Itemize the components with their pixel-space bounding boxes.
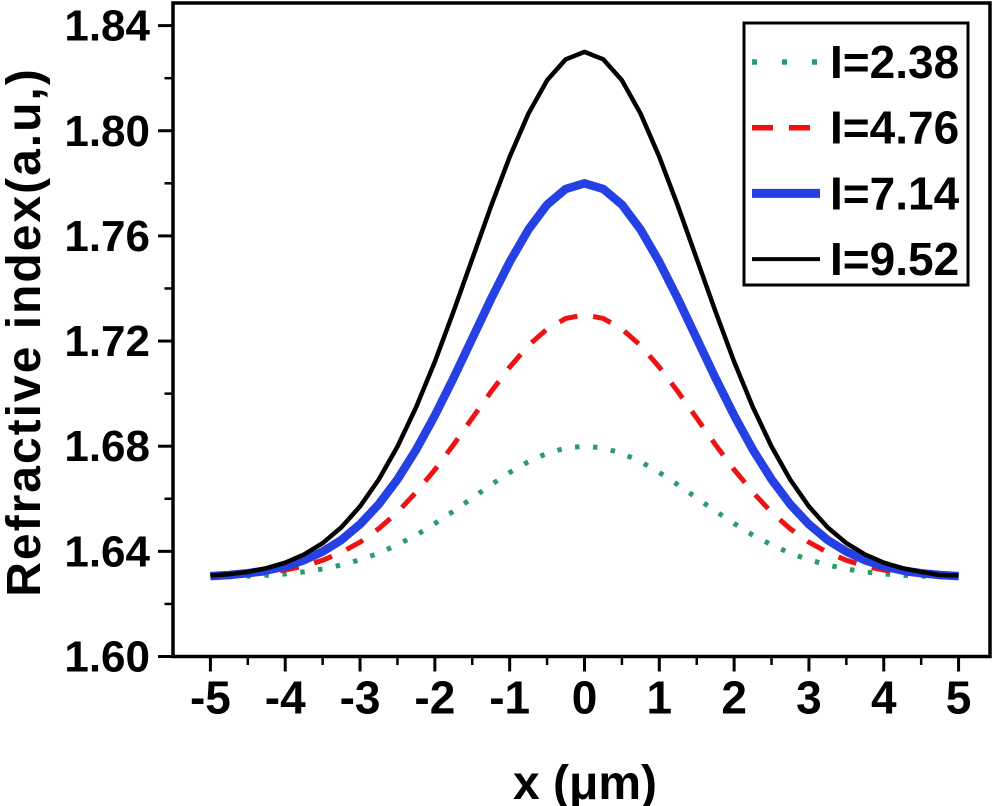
y-tick-label: 1.72 bbox=[64, 317, 150, 366]
legend-label-2: I=7.14 bbox=[830, 167, 960, 219]
x-tick-label: 4 bbox=[871, 672, 897, 724]
legend-label-3: I=9.52 bbox=[830, 233, 959, 285]
series-line-1 bbox=[210, 312, 959, 580]
x-tick-label: 3 bbox=[796, 672, 822, 724]
y-tick-label: 1.80 bbox=[64, 107, 150, 156]
x-tick-label: 5 bbox=[946, 672, 972, 724]
series-line-3 bbox=[210, 49, 959, 578]
y-tick-label: 1.68 bbox=[64, 422, 150, 471]
series-line-0 bbox=[210, 443, 959, 580]
x-tick-label: 0 bbox=[572, 672, 598, 724]
y-tick-label: 1.84 bbox=[64, 2, 150, 51]
legend-label-1: I=4.76 bbox=[830, 102, 959, 154]
y-axis-title: Refractive index(a.u,) bbox=[0, 67, 51, 596]
x-tick-label: 1 bbox=[647, 672, 673, 724]
x-tick-label: -2 bbox=[414, 672, 455, 724]
plot-layer: -5 -4 -3 -2 -1 0 1 2 3 4 5 1.60 1.64 1.68 1.72 1.76 1.80… bbox=[64, 1, 992, 724]
series-line-2 bbox=[210, 179, 959, 581]
y-tick-label: 1.64 bbox=[64, 527, 150, 576]
x-tick-label: -1 bbox=[489, 672, 530, 724]
x-tick-label: 2 bbox=[721, 672, 747, 724]
plot-frame bbox=[171, 1, 992, 659]
legend-label-0: I=2.38 bbox=[830, 36, 959, 88]
legend-box bbox=[742, 21, 970, 287]
x-tick-label: -3 bbox=[340, 672, 381, 724]
x-tick-label: -5 bbox=[190, 672, 231, 724]
y-tick-label: 1.60 bbox=[64, 633, 150, 682]
y-tick-label: 1.76 bbox=[64, 212, 150, 261]
x-tick-label: -4 bbox=[265, 672, 306, 724]
x-axis-title: x (μm) bbox=[513, 757, 657, 806]
